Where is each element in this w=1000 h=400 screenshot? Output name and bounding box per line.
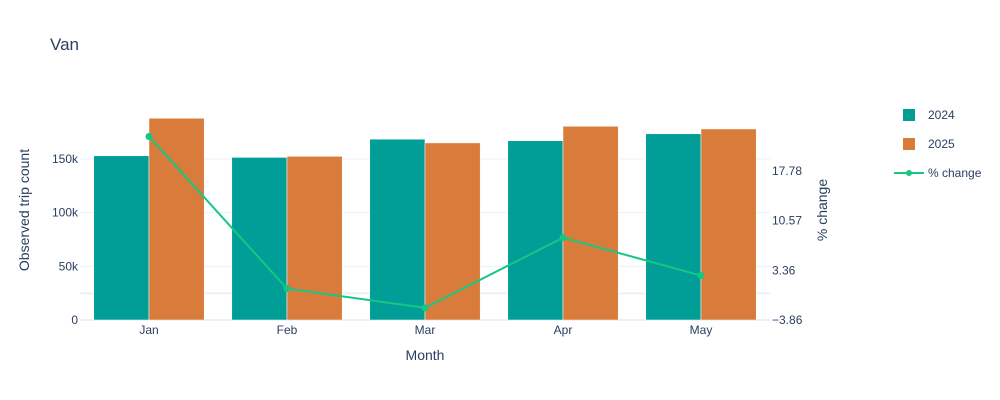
percent-change-point-mar[interactable] xyxy=(421,304,429,312)
y-axis-ticks: 0 50k 100k 150k xyxy=(52,152,79,327)
legend-label[interactable]: 2025 xyxy=(928,137,955,151)
y2-tick-label: −3.86 xyxy=(772,313,803,327)
bar-2024-feb[interactable] xyxy=(231,157,288,321)
bar-2025-may[interactable] xyxy=(700,128,757,321)
y2-tick-label: 17.78 xyxy=(772,164,802,178)
y2-axis-title: % change xyxy=(814,179,830,241)
y-tick-label: 50k xyxy=(59,259,79,273)
x-tick-label: May xyxy=(690,323,713,337)
bar-2024-may[interactable] xyxy=(645,133,702,321)
x-tick-label: Feb xyxy=(277,323,298,337)
percent-change-point-feb[interactable] xyxy=(283,285,291,293)
legend-label[interactable]: 2024 xyxy=(928,108,955,122)
y2-tick-label: 10.57 xyxy=(772,214,802,228)
bar-2024-mar[interactable] xyxy=(369,138,426,321)
percent-change-point-jan[interactable] xyxy=(145,132,153,140)
legend[interactable]: 2024 2025 % change xyxy=(894,108,982,180)
legend-swatch-2025[interactable] xyxy=(903,138,915,150)
percent-change-point-may[interactable] xyxy=(697,272,705,280)
y-axis-title: Observed trip count xyxy=(16,149,32,271)
bar-2025-jan[interactable] xyxy=(148,117,205,321)
percent-change-line xyxy=(145,132,705,312)
legend-swatch-marker xyxy=(906,170,912,176)
legend-swatch-2024[interactable] xyxy=(903,109,915,121)
y2-tick-label: 3.36 xyxy=(772,263,796,277)
x-tick-label: Jan xyxy=(139,323,158,337)
x-tick-label: Mar xyxy=(415,323,436,337)
chart-title: Van xyxy=(50,35,79,54)
y2-axis-ticks: −3.86 3.36 10.57 17.78 xyxy=(772,164,803,327)
x-axis-title: Month xyxy=(406,347,445,363)
percent-change-point-apr[interactable] xyxy=(559,234,567,242)
legend-label[interactable]: % change xyxy=(928,166,982,180)
y-tick-label: 100k xyxy=(52,206,79,220)
x-axis-ticks: Jan Feb Mar Apr May xyxy=(139,323,712,337)
bar-2025-mar[interactable] xyxy=(424,142,481,321)
x-tick-label: Apr xyxy=(554,323,573,337)
y-tick-label: 0 xyxy=(71,313,78,327)
bar-2025-apr[interactable] xyxy=(562,126,619,321)
bar-2024-apr[interactable] xyxy=(507,140,564,321)
bar-2024-jan[interactable] xyxy=(93,155,150,321)
y-tick-label: 150k xyxy=(52,152,79,166)
bars xyxy=(93,117,757,321)
